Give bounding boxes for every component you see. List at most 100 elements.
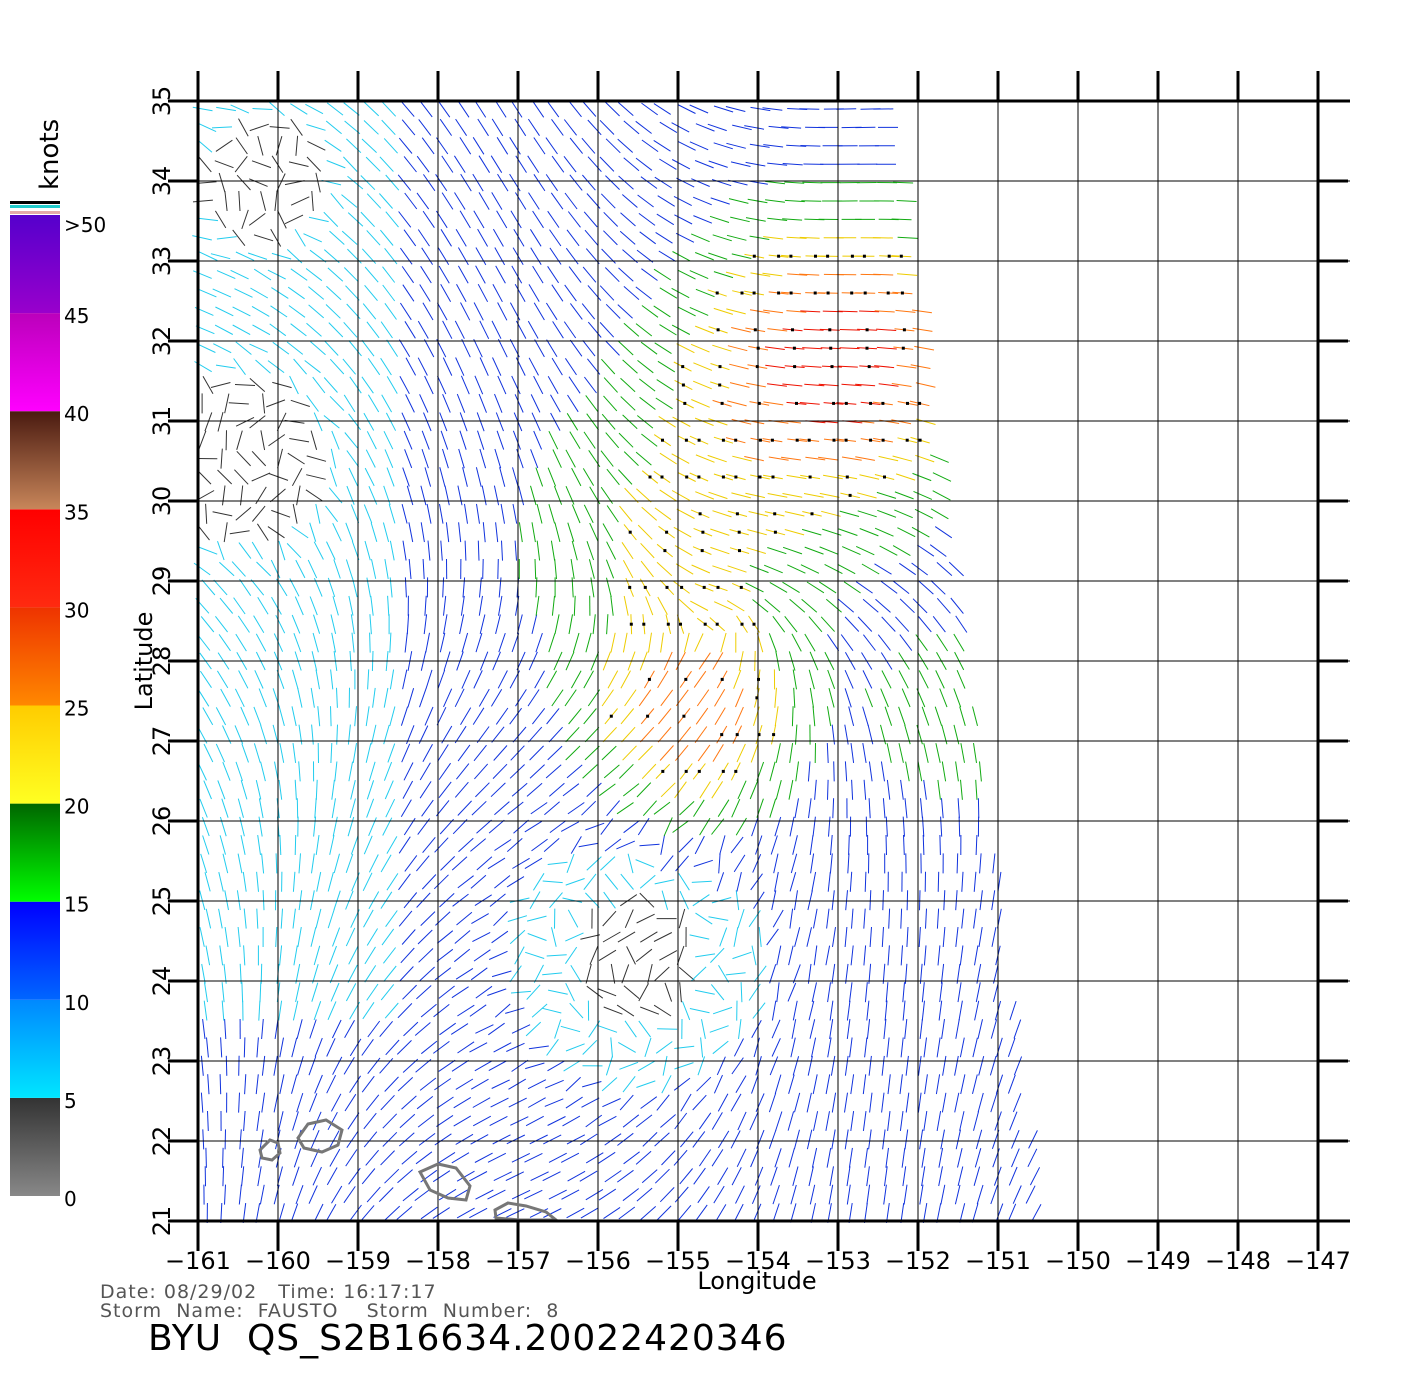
- wind-vector: [953, 633, 965, 652]
- wind-vector: [654, 1168, 670, 1184]
- wind-vector: [419, 966, 435, 981]
- wind-vector: [220, 1037, 223, 1058]
- wind-vector: [330, 1093, 342, 1112]
- wind-vector: [585, 632, 592, 653]
- wind-vector: [529, 1208, 549, 1218]
- wind-vector: [855, 581, 873, 594]
- wind-vector: [475, 247, 487, 266]
- wind-vector: [532, 707, 546, 725]
- rain-flag-dot: [734, 475, 738, 479]
- wind-vector: [548, 1189, 567, 1200]
- rain-flag-dot: [832, 438, 836, 442]
- wind-vector: [620, 894, 638, 907]
- wind-vector: [691, 880, 712, 883]
- wind-vector: [203, 780, 212, 800]
- wind-vector: [769, 1056, 779, 1076]
- colorbar-label: 5: [64, 1089, 77, 1113]
- wind-vector: [934, 706, 943, 726]
- wind-vector: [727, 400, 747, 407]
- wind-vector: [404, 321, 416, 339]
- wind-vector: [498, 595, 503, 616]
- wind-vector: [911, 562, 928, 576]
- wind-vector: [234, 288, 253, 298]
- wind-vector: [972, 706, 978, 727]
- wind-vector: [398, 910, 413, 927]
- wind-vector: [203, 1000, 208, 1021]
- wind-vector: [877, 509, 897, 518]
- colorbar-overflow-stripe: [10, 205, 60, 208]
- wind-vector: [211, 126, 233, 129]
- wind-vector: [678, 908, 686, 929]
- wind-vector: [437, 1151, 456, 1164]
- wind-vector: [249, 343, 268, 353]
- wind-vector: [922, 816, 925, 837]
- wind-vector: [332, 927, 341, 947]
- wind-vector: [401, 1150, 418, 1165]
- wind-vector: [978, 927, 983, 947]
- wind-vector: [939, 688, 948, 708]
- wind-vector: [712, 510, 732, 518]
- wind-vector: [330, 706, 332, 727]
- wind-vector: [859, 474, 880, 480]
- wind-vector: [793, 687, 796, 708]
- wind-vector: [679, 801, 695, 816]
- wind-vector: [458, 448, 465, 469]
- wind-vector: [238, 118, 249, 137]
- rain-flag-dot: [683, 401, 687, 405]
- wind-vector: [549, 892, 563, 909]
- wind-vector: [774, 1074, 782, 1094]
- wind-vector: [841, 383, 862, 387]
- wind-vector: [453, 155, 466, 173]
- wind-vector: [342, 358, 356, 375]
- wind-vector: [292, 871, 296, 892]
- wind-vector: [731, 1057, 744, 1075]
- wind-vector: [562, 897, 583, 903]
- wind-vector: [921, 1000, 925, 1021]
- wind-vector: [636, 1080, 656, 1088]
- wind-vector: [326, 102, 344, 116]
- wind-vector: [606, 505, 619, 523]
- wind-vector: [237, 798, 244, 818]
- wind-vector: [884, 1000, 888, 1021]
- rain-flag-dot: [661, 769, 665, 773]
- lon-tick-label: −159: [325, 1247, 391, 1275]
- wind-vector: [361, 1039, 374, 1056]
- wind-vector: [370, 595, 374, 616]
- wind-vector: [807, 1055, 813, 1076]
- wind-vector: [562, 1115, 581, 1127]
- rain-flag-dot: [883, 475, 886, 479]
- wind-vector: [599, 322, 615, 338]
- wind-vector: [438, 985, 455, 999]
- rain-flag-dot: [734, 438, 738, 442]
- lon-tick-label: −156: [565, 1247, 631, 1275]
- rain-flag-dot: [770, 438, 774, 442]
- wind-vector: [269, 102, 285, 116]
- wind-vector: [938, 1000, 943, 1021]
- wind-vector: [401, 1095, 417, 1110]
- rain-flag-dot: [721, 438, 725, 442]
- wind-vector: [295, 135, 299, 156]
- wind-vector: [863, 945, 867, 966]
- wind-vector: [400, 101, 415, 117]
- rain-flag-dot: [737, 530, 741, 534]
- wind-vector: [622, 1075, 636, 1093]
- wind-vector: [474, 1060, 493, 1072]
- wind-vector: [325, 505, 338, 523]
- wind-vector: [234, 155, 248, 173]
- wind-vector: [894, 491, 914, 500]
- wind-vector: [940, 963, 945, 984]
- wind-vector: [436, 1096, 454, 1109]
- wind-vector: [638, 378, 656, 392]
- wind-vector: [598, 1115, 617, 1127]
- wind-vector: [621, 194, 638, 208]
- wind-vector: [748, 910, 761, 928]
- wind-vector: [422, 558, 425, 580]
- wind-vector: [824, 563, 843, 575]
- wind-vector: [960, 779, 963, 800]
- wind-vector: [424, 375, 434, 395]
- wind-vector: [286, 543, 302, 559]
- wind-vector: [794, 927, 801, 947]
- wind-vector: [660, 689, 674, 707]
- wind-vector: [403, 156, 417, 173]
- wind-vector: [807, 761, 811, 782]
